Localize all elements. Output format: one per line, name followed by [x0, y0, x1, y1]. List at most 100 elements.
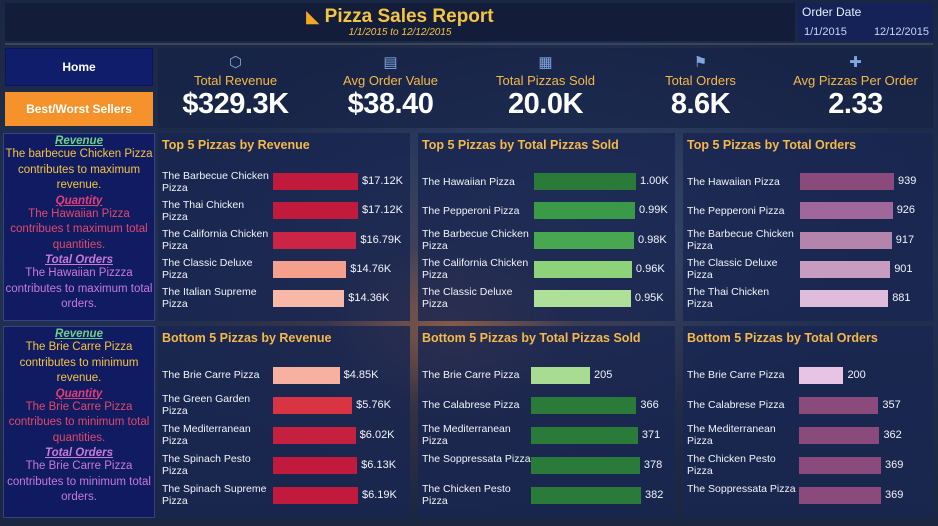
category-label: The Barbecue Chicken Pizza: [422, 228, 529, 252]
data-label: 369: [885, 488, 904, 501]
money-icon: ⬡: [228, 54, 243, 71]
category-label: The Pepperoni Pizza: [422, 204, 520, 217]
bar[interactable]: [531, 426, 638, 444]
gift-box-icon: ✚: [849, 54, 862, 71]
bar[interactable]: [531, 486, 641, 504]
category-label: The Classic Deluxe Pizza: [422, 286, 513, 311]
top-insights-box: Revenue The barbecue Chicken Pizza contr…: [3, 133, 155, 321]
kpi-avg-order-value: ▤ Avg Order Value $38.40: [313, 48, 468, 128]
best-worst-sellers-button[interactable]: Best/Worst Sellers: [5, 92, 153, 126]
category-label: The Mediterranean Pizza: [687, 423, 776, 447]
bar[interactable]: [799, 366, 844, 384]
bar[interactable]: [534, 173, 636, 191]
chart-title: Top 5 Pizzas by Revenue: [162, 138, 310, 152]
bar[interactable]: [273, 289, 345, 307]
bar[interactable]: [800, 173, 894, 191]
chart-title: Bottom 5 Pizzas by Total Orders: [687, 331, 878, 345]
bar[interactable]: [799, 426, 880, 444]
chart-panel-1[interactable]: Top 5 Pizzas by Revenue The Barbecue Chic…: [158, 133, 410, 321]
bar[interactable]: [534, 289, 631, 307]
bar[interactable]: [273, 456, 358, 474]
bar[interactable]: [273, 173, 358, 191]
category-label: The California Chicken Pizza: [162, 228, 269, 252]
chart-panel-5[interactable]: Bottom 5 Pizzas by Total Pizzas Sold The …: [418, 326, 675, 518]
data-label: 362: [883, 428, 902, 441]
bar[interactable]: [273, 202, 358, 220]
bar[interactable]: [273, 426, 356, 444]
home-button[interactable]: Home: [5, 48, 153, 86]
order-date-from[interactable]: 1/1/2015: [804, 26, 847, 38]
data-label: 939: [898, 175, 917, 188]
insight-heading-quantity: Quantity: [55, 387, 103, 400]
data-label: 0.95K: [634, 291, 664, 304]
data-label: $17.12K: [362, 204, 403, 217]
data-label: 926: [896, 204, 916, 217]
order-date-to[interactable]: 12/12/2015: [873, 26, 929, 38]
insight-text-revenue: The barbecue Chicken Pizza contributes t…: [5, 148, 153, 191]
kpi-total-orders: ⚑ Total Orders 8.6K: [623, 48, 778, 128]
bottom-insights-box: Revenue The Brie Carre Pizza contributes…: [3, 326, 155, 518]
bar[interactable]: [273, 366, 340, 384]
category-label: The Thai Chicken Pizza: [162, 198, 245, 223]
category-label: The Hawaiian Pizza: [422, 175, 515, 188]
bar[interactable]: [531, 456, 640, 474]
data-label: $14.76K: [350, 262, 392, 275]
bar[interactable]: [534, 260, 632, 278]
kpi-value: 2.33: [828, 88, 883, 120]
bar[interactable]: [534, 231, 634, 249]
category-label: The Classic Deluxe Pizza: [162, 257, 253, 282]
data-label: $14.36K: [348, 291, 390, 304]
insight-text-orders: The Hawaiian Pizzza contributes to maxim…: [5, 267, 153, 310]
data-label: 369: [885, 458, 904, 471]
data-label: 382: [645, 488, 664, 501]
chart-title: Bottom 5 Pizzas by Total Pizzas Sold: [422, 331, 641, 345]
data-label: 0.98K: [637, 233, 667, 246]
chart-panel-3[interactable]: Top 5 Pizzas by Total Orders The Hawaiian…: [683, 133, 933, 321]
bar[interactable]: [799, 456, 881, 474]
page-title: ◣ Pizza Sales Report: [5, 6, 795, 28]
bar[interactable]: [531, 396, 637, 414]
bar[interactable]: [273, 231, 357, 249]
kpi-label: Total Pizzas Sold: [496, 73, 595, 88]
kpi-total-revenue: ⬡ Total Revenue $329.3K: [158, 48, 313, 128]
bar[interactable]: [273, 396, 353, 414]
chart-panel-2[interactable]: Top 5 Pizzas by Total Pizzas Sold The Haw…: [418, 133, 675, 321]
data-label: $4.85K: [343, 368, 379, 381]
bar[interactable]: [799, 486, 881, 504]
data-label: 881: [892, 291, 911, 304]
chart-panel-4[interactable]: Bottom 5 Pizzas by Revenue The Brie Carre…: [158, 326, 410, 518]
data-label: 366: [640, 398, 659, 411]
order-date-slicer[interactable]: Order Date 1/1/2015 12/12/2015: [798, 3, 933, 41]
data-label: 917: [895, 233, 915, 246]
bar[interactable]: [800, 260, 891, 278]
chart-panel-6[interactable]: Bottom 5 Pizzas by Total Orders The Brie …: [683, 326, 933, 518]
pizza-box-icon: ▦: [538, 54, 553, 71]
category-label: The Brie Carre Pizza: [422, 369, 520, 381]
category-label: The Calabrese Pizza: [687, 399, 785, 411]
insight-heading-revenue: Revenue: [55, 135, 103, 147]
bar[interactable]: [273, 260, 347, 278]
data-label: 378: [643, 458, 663, 471]
category-label: The Spinach Supreme Pizza: [162, 483, 267, 507]
data-label: $5.76K: [356, 398, 391, 411]
kpi-label: Total Revenue: [193, 73, 278, 88]
bar[interactable]: [534, 202, 635, 220]
data-label: 357: [882, 398, 901, 411]
chart-title: Top 5 Pizzas by Total Orders: [687, 138, 857, 152]
category-label: The Hawaiian Pizza: [687, 175, 780, 188]
bar[interactable]: [800, 231, 892, 249]
bar[interactable]: [799, 396, 879, 414]
chart-title: Top 5 Pizzas by Total Pizzas Sold: [422, 138, 619, 152]
bar[interactable]: [800, 202, 893, 220]
bar[interactable]: [531, 366, 591, 384]
data-label: 200: [847, 368, 866, 381]
insight-text-revenue: The Brie Carre Pizza contributes to mini…: [19, 341, 139, 384]
kpi-label: Avg Pizzas Per Order: [793, 73, 918, 88]
category-label: The Chicken Pesto Pizza: [422, 483, 511, 507]
bar[interactable]: [273, 486, 358, 504]
pizza-icon: ◣: [306, 9, 319, 26]
bar[interactable]: [800, 289, 889, 307]
data-label: 901: [894, 262, 913, 275]
insight-heading-orders: Total Orders: [45, 254, 113, 266]
data-label: $16.79K: [360, 233, 402, 246]
